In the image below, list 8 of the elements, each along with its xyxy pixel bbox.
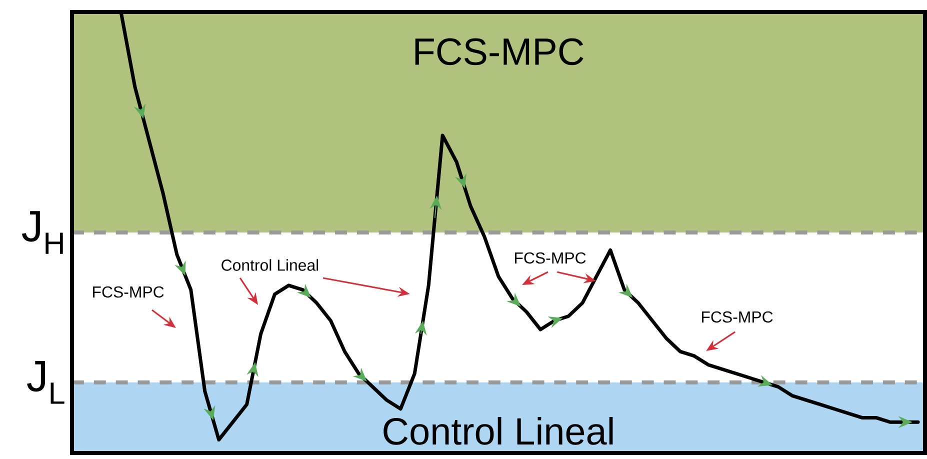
band-label: FCS-MPC (415, 38, 584, 66)
annotation: Control Lineal (222, 259, 318, 271)
annotation: FCS-MPC (515, 252, 586, 264)
ref-line-label: J$_{L}$ (27, 361, 64, 404)
ref-line-label: J$_{H}$ (22, 211, 63, 254)
annotation: FCS-MPC (93, 286, 164, 298)
band-label: Control Lineal (384, 417, 613, 445)
annotation: FCS-MPC (702, 311, 773, 323)
